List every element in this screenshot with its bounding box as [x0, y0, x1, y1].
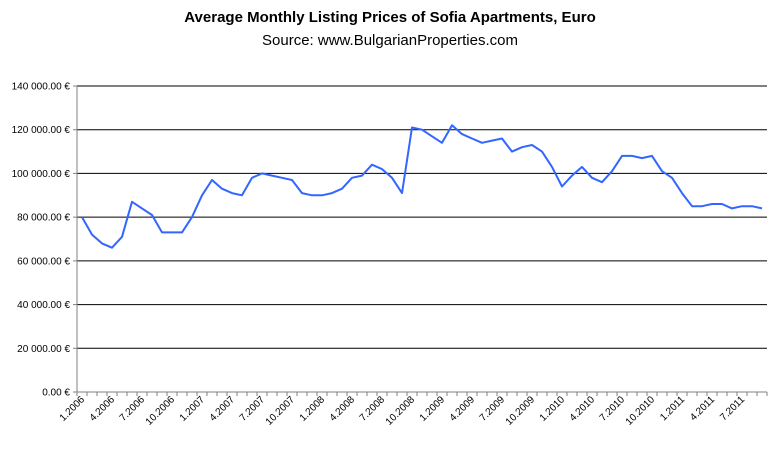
chart-title: Average Monthly Listing Prices of Sofia …: [184, 9, 596, 26]
x-tick-label: 1.2011: [658, 394, 687, 423]
x-tick-label: 1.2007: [178, 394, 208, 424]
x-tick-label: 7.2010: [598, 394, 628, 424]
y-tick-label: 0.00 €: [42, 388, 70, 399]
y-tick-label: 80 000.00 €: [17, 213, 70, 224]
x-tick-label: 4.2006: [88, 394, 118, 424]
x-tick-label: 10.2006: [144, 394, 178, 428]
chart-subtitle: Source: www.BulgarianProperties.com: [262, 32, 518, 49]
y-tick-label: 20 000.00 €: [17, 344, 70, 355]
x-tick-label: 4.2007: [208, 394, 238, 424]
x-tick-label: 7.2006: [118, 394, 148, 424]
x-tick-label: 4.2008: [328, 394, 358, 424]
x-tick-label: 1.2010: [538, 394, 568, 424]
x-tick-label: 7.2008: [358, 394, 388, 424]
x-tick-label: 7.2009: [478, 394, 508, 424]
y-tick-label: 60 000.00 €: [17, 256, 70, 267]
x-tick-label: 10.2009: [504, 394, 538, 428]
series-line: [81, 124, 763, 249]
y-tick-label: 120 000.00 €: [12, 125, 71, 136]
y-tick-label: 140 000.00 €: [12, 82, 71, 93]
x-tick-label: 4.2011: [688, 394, 717, 423]
x-tick-label: 1.2009: [418, 394, 448, 424]
x-tick-label: 10.2010: [624, 394, 658, 428]
x-tick-label: 10.2007: [264, 394, 298, 428]
y-tick-label: 40 000.00 €: [17, 300, 70, 311]
x-tick-label: 10.2008: [384, 394, 418, 428]
x-tick-label: 7.2007: [238, 394, 268, 424]
x-tick-label: 7.2011: [718, 394, 747, 423]
y-tick-label: 100 000.00 €: [12, 169, 71, 180]
x-tick-label: 4.2009: [448, 394, 478, 424]
x-tick-label: 1.2008: [298, 394, 328, 424]
x-tick-label: 4.2010: [568, 394, 598, 424]
